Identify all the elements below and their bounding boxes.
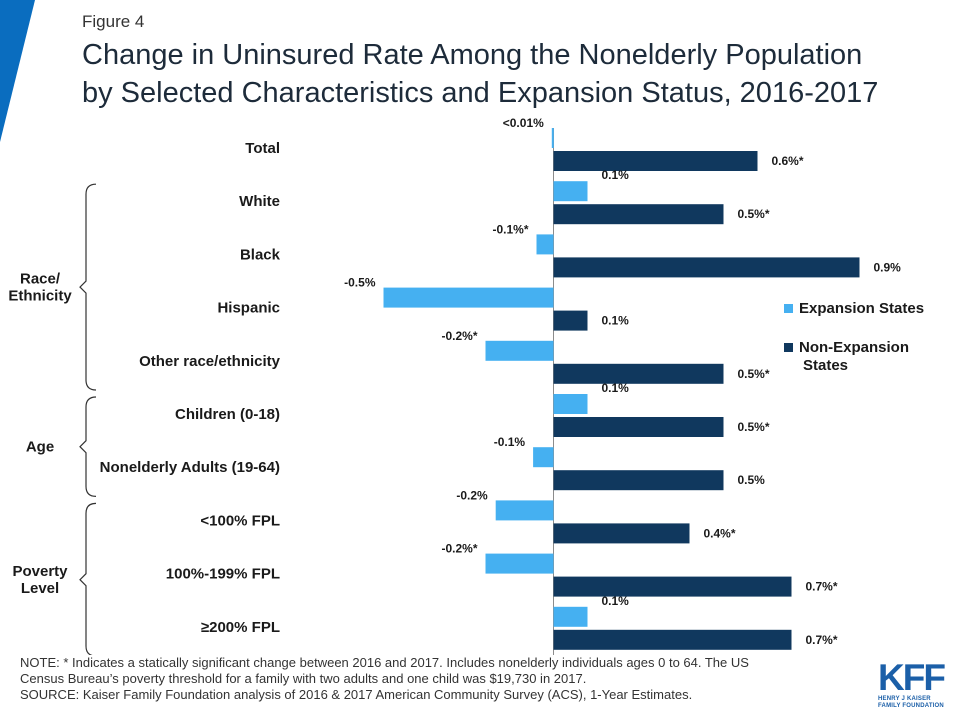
bar-expansion [536, 234, 554, 255]
legend-swatch-non-expansion [784, 343, 793, 352]
bar-non-expansion [553, 470, 724, 491]
logo-sub-line-1: HENRY J KAISER [878, 696, 931, 702]
data-label: -0.2% [456, 488, 488, 502]
footnote-line-1: NOTE: * Indicates a statically significa… [20, 655, 749, 670]
bar-non-expansion [553, 257, 860, 278]
group-label: Level [21, 580, 59, 597]
bar-expansion [485, 340, 554, 361]
source-line: SOURCE: Kaiser Family Foundation analysi… [20, 687, 693, 702]
group-label: Age [26, 439, 54, 456]
logo-sub-line-2: FAMILY FOUNDATION [878, 703, 944, 709]
footnote-line-2: Census Bureau’s poverty threshold for a … [20, 671, 587, 686]
data-label: 0.1% [602, 594, 630, 608]
chart-title: Change in Uninsured Rate Among the Nonel… [82, 36, 952, 112]
footnote: NOTE: * Indicates a statically significa… [20, 655, 850, 703]
data-label: -0.5% [344, 276, 376, 290]
data-label: 0.1% [602, 168, 630, 182]
kff-logo: KFF HENRY J KAISER FAMILY FOUNDATION [878, 657, 948, 710]
data-label: 0.1% [602, 314, 630, 328]
bar-expansion [553, 394, 588, 414]
legend-swatch-expansion [784, 304, 793, 313]
data-label: 0.6%* [772, 154, 804, 168]
bar-expansion [533, 447, 554, 468]
category-label: White [239, 193, 280, 210]
bar-non-expansion [553, 310, 588, 331]
data-label: 0.5%* [738, 367, 770, 381]
bar-non-expansion [553, 151, 758, 171]
bar-chart: Total <0.01% 0.6%* White 0.1% 0.5%* Black -0.1%… [8, 116, 924, 655]
group-bracket [79, 396, 97, 497]
bar-non-expansion [553, 417, 724, 437]
category-label: ≥200% FPL [201, 619, 280, 636]
category-label: Children (0-18) [175, 406, 280, 423]
data-label: 0.1% [602, 381, 630, 395]
data-label: 0.9% [874, 260, 902, 274]
group-label: Poverty [12, 563, 68, 580]
bar-non-expansion [553, 523, 690, 544]
group-bracket [79, 502, 97, 655]
bar-expansion [485, 553, 554, 574]
logo-mark: KFF [878, 657, 946, 698]
bar-non-expansion [553, 629, 792, 650]
bar-non-expansion [553, 204, 724, 225]
category-label: <100% FPL [200, 512, 280, 529]
figure-label: Figure 4 [82, 12, 145, 31]
data-label: 0.5%* [738, 207, 770, 221]
category-label: Black [240, 246, 281, 263]
bar-expansion [553, 606, 588, 627]
data-label: -0.2%* [441, 329, 477, 343]
category-label: Hispanic [217, 300, 280, 317]
bar-expansion [551, 128, 554, 148]
group-bracket [79, 183, 97, 391]
category-label: 100%-199% FPL [166, 566, 280, 583]
chart-title-line-2: by Selected Characteristics and Expansio… [82, 77, 879, 109]
data-label: <0.01% [503, 116, 544, 130]
group-label: Ethnicity [8, 288, 72, 305]
data-label: -0.2%* [441, 542, 477, 556]
data-label: 0.5%* [738, 420, 770, 434]
data-label: -0.1% [494, 435, 526, 449]
category-label: Nonelderly Adults (19-64) [100, 459, 280, 476]
chart-title-line-1: Change in Uninsured Rate Among the Nonel… [82, 39, 863, 71]
data-label: 0.5% [738, 473, 766, 487]
legend-label: Non-Expansion [799, 339, 909, 356]
bar-expansion [553, 181, 588, 202]
data-label: 0.7%* [806, 633, 838, 647]
data-label: -0.1%* [492, 222, 528, 236]
bar-expansion [383, 287, 554, 308]
bar-non-expansion [553, 576, 792, 597]
category-label: Total [245, 140, 280, 157]
legend-label: States [803, 357, 848, 374]
legend-label: Expansion States [799, 300, 924, 317]
bar-non-expansion [553, 363, 724, 384]
bar-expansion [495, 500, 554, 521]
data-label: 0.7%* [806, 580, 838, 594]
category-label: Other race/ethnicity [139, 353, 281, 370]
data-label: 0.4%* [704, 526, 736, 540]
corner-accent [0, 0, 35, 142]
group-label: Race/ [20, 271, 61, 288]
